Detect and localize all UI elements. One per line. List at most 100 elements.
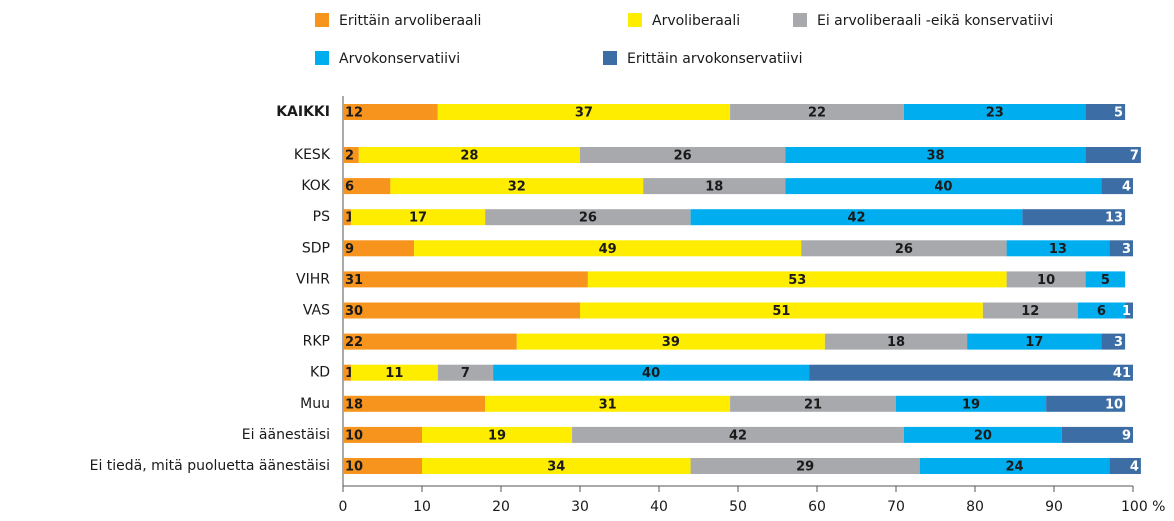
bar-segment — [896, 395, 1047, 412]
legend-label: Arvoliberaali — [652, 13, 740, 29]
value-label: 3 — [1122, 242, 1131, 257]
value-label: 53 — [788, 273, 806, 288]
bar-segment — [967, 333, 1102, 350]
value-label: 10 — [345, 460, 363, 475]
value-label: 31 — [599, 397, 617, 412]
bar-segment — [730, 104, 904, 120]
value-label: 17 — [1025, 335, 1043, 350]
value-label: 32 — [508, 180, 526, 195]
category-label: PS — [313, 209, 330, 225]
value-label: 40 — [642, 366, 660, 381]
value-label: 1 — [345, 211, 354, 226]
bar-segment — [358, 147, 580, 163]
x-tick-label: 50 — [729, 499, 747, 515]
category-label: Ei äänestäisi — [242, 427, 330, 443]
bar-segment — [343, 147, 359, 163]
bar-segment — [801, 240, 1007, 257]
bar-segment — [343, 333, 517, 350]
value-label: 3 — [1114, 335, 1123, 350]
value-label: 4 — [1130, 460, 1139, 475]
x-tick-label: 70 — [887, 499, 905, 515]
bar-segment — [580, 147, 786, 163]
x-tick-label: 20 — [492, 499, 510, 515]
bar-segment — [903, 426, 1062, 443]
bar-segment — [343, 240, 415, 257]
category-label: Muu — [300, 396, 330, 412]
value-label: 20 — [974, 428, 992, 443]
bar-segment — [1109, 240, 1133, 257]
bar-segment — [1022, 209, 1126, 226]
bar-segment — [1085, 271, 1126, 288]
bar-segment — [437, 104, 731, 120]
bar-segment — [824, 333, 968, 350]
x-tick-label: 90 — [1045, 499, 1063, 515]
bar-segment — [785, 147, 1086, 163]
value-label: 7 — [1130, 149, 1139, 164]
bar-segment — [437, 364, 494, 381]
bar-segment — [1006, 271, 1086, 288]
bar-segment — [1046, 395, 1126, 412]
bar-segment — [1006, 240, 1110, 257]
value-label: 37 — [575, 106, 593, 121]
bar-segment — [785, 178, 1102, 195]
value-label: 1 — [345, 366, 354, 381]
value-label: 13 — [1105, 211, 1123, 226]
value-label: 22 — [808, 106, 826, 121]
value-label: 5 — [1101, 273, 1110, 288]
bar-segment — [485, 209, 691, 226]
bar-segment — [1109, 458, 1141, 474]
legend-label: Ei arvoliberaali -eikä konservatiivi — [817, 13, 1053, 29]
category-label: KD — [310, 365, 330, 381]
value-label: 2 — [345, 149, 354, 164]
bar-segment — [343, 178, 391, 195]
value-label: 4 — [1122, 180, 1131, 195]
value-label: 34 — [547, 460, 565, 475]
value-label: 24 — [1005, 460, 1023, 475]
value-label: 7 — [461, 366, 470, 381]
bar-segment — [343, 395, 486, 412]
value-label: 10 — [1105, 397, 1123, 412]
category-label: VAS — [303, 303, 330, 319]
legend-swatch — [315, 51, 329, 65]
legend-label: Erittäin arvoliberaali — [339, 13, 481, 29]
category-label: KESK — [294, 147, 331, 163]
bar-segment — [587, 271, 1007, 288]
bar-segment — [643, 178, 786, 195]
bar-segment — [690, 458, 920, 474]
bar-segment — [422, 458, 691, 474]
value-label: 9 — [345, 242, 354, 257]
bar-segment — [1077, 302, 1126, 319]
bar-segment — [390, 178, 644, 195]
value-label: 28 — [460, 149, 478, 164]
value-label: 19 — [488, 428, 506, 443]
legend-swatch — [793, 13, 807, 27]
value-label: 30 — [345, 304, 363, 319]
value-label: 13 — [1049, 242, 1067, 257]
value-label: 18 — [705, 180, 723, 195]
value-label: 1 — [1122, 304, 1131, 319]
bar-segment — [343, 426, 422, 443]
x-tick-label: 60 — [808, 499, 826, 515]
legend-label: Erittäin arvokonservatiivi — [627, 51, 802, 67]
value-label: 9 — [1122, 428, 1131, 443]
value-label: 6 — [1097, 304, 1106, 319]
bar-segment — [493, 364, 810, 381]
x-tick-label: 80 — [966, 499, 984, 515]
value-label: 42 — [847, 211, 865, 226]
bar-segment — [903, 104, 1086, 120]
bar-segment — [343, 104, 438, 120]
value-label: 49 — [599, 242, 617, 257]
bar-segment — [1125, 302, 1133, 319]
x-tick-label: 0 — [339, 499, 348, 515]
bar-segment — [730, 395, 896, 412]
value-label: 42 — [729, 428, 747, 443]
bar-segment — [580, 302, 983, 319]
x-tick-label: 100 % — [1121, 499, 1165, 515]
legend-swatch — [315, 13, 329, 27]
bar-segment — [414, 240, 802, 257]
category-label: KAIKKI — [276, 104, 330, 120]
value-label: 5 — [1114, 106, 1123, 121]
value-label: 40 — [934, 180, 952, 195]
bar-segment — [516, 333, 825, 350]
